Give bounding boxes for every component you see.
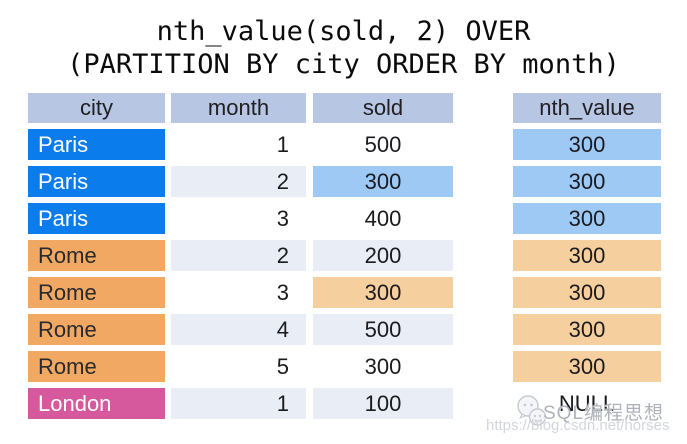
- cell-month: 2: [171, 240, 306, 271]
- cell-city: London: [28, 388, 165, 419]
- column-month: month 1 2 3 2 3 4 5 1: [171, 93, 306, 425]
- watermark-url: https://blog.csdn.net/horses: [486, 417, 670, 434]
- cell-city: Rome: [28, 314, 165, 345]
- cell-sold: 500: [364, 132, 402, 157]
- title-line-1: nth_value(sold, 2) OVER: [156, 16, 531, 47]
- cell-nth-value: 300: [513, 314, 661, 345]
- cell-city: Paris: [28, 166, 165, 197]
- cell-nth-value: 300: [513, 203, 661, 234]
- chat-bubbles-icon: [517, 395, 547, 426]
- cell-month: 3: [276, 280, 289, 305]
- title-line-2: (PARTITION BY city ORDER BY month): [67, 49, 620, 80]
- cell-nth-value: 300: [513, 351, 661, 382]
- cell-sold: 400: [364, 206, 402, 231]
- cell-month: 4: [171, 314, 306, 345]
- cell-nth-value: 300: [513, 129, 661, 160]
- column-city: city Paris Paris Paris Rome Rome Rome Ro…: [28, 93, 165, 425]
- cell-nth-value: 300: [513, 277, 661, 308]
- figure-title: nth_value(sold, 2) OVER (PARTITION BY ci…: [0, 15, 687, 81]
- cell-city: Rome: [28, 277, 165, 308]
- column-nth-value: nth_value 300 300 300 300 300 300 300 NU…: [513, 93, 661, 425]
- column-header-city: city: [28, 93, 165, 123]
- cell-sold: 300: [364, 354, 402, 379]
- cell-nth-value-null: NULL: [558, 391, 616, 416]
- column-header-nth-value: nth_value: [513, 93, 661, 123]
- cell-sold-highlighted: 300: [313, 166, 453, 197]
- column-header-month: month: [171, 93, 306, 123]
- cell-city: Rome: [28, 351, 165, 382]
- cell-month: 1: [276, 132, 289, 157]
- cell-month: 2: [171, 166, 306, 197]
- cell-sold: 200: [313, 240, 453, 271]
- cell-city: Paris: [28, 203, 165, 234]
- cell-month: 1: [171, 388, 306, 419]
- column-header-sold: sold: [313, 93, 453, 123]
- cell-sold: 500: [313, 314, 453, 345]
- cell-month: 3: [276, 206, 289, 231]
- column-sold: sold 500 300 400 200 300 500 300 100: [313, 93, 453, 425]
- cell-sold-highlighted: 300: [313, 277, 453, 308]
- cell-month: 5: [276, 354, 289, 379]
- cell-city: Rome: [28, 240, 165, 271]
- watermark-brand: SQL编程思想: [543, 403, 665, 424]
- cell-nth-value: 300: [513, 166, 661, 197]
- cell-nth-value: 300: [513, 240, 661, 271]
- cell-city: Paris: [28, 129, 165, 160]
- cell-sold: 100: [313, 388, 453, 419]
